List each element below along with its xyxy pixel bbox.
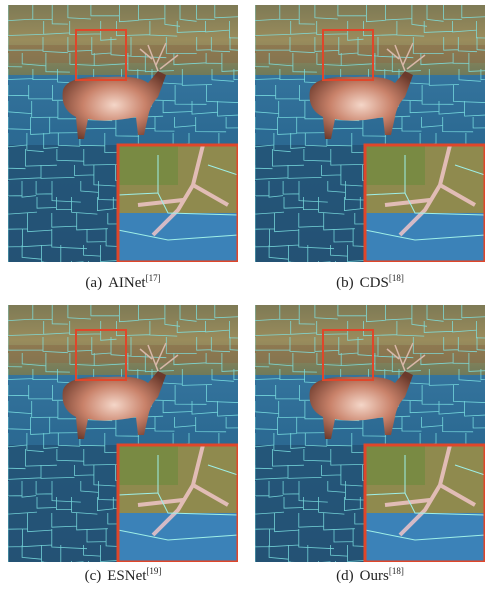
panel-image	[8, 305, 263, 580]
caption-ref: [19]	[146, 566, 161, 576]
caption-name: CDS	[360, 275, 389, 291]
panel-image	[255, 5, 485, 280]
caption: (b) CDS[18]	[336, 273, 404, 291]
caption-name: AINet	[108, 275, 146, 291]
figure: (a)AINet[17](b)CDS[18](c)ESNet[19](d)Our…	[0, 0, 485, 592]
caption: (a) AINet[17]	[85, 273, 160, 291]
caption-ref: [18]	[389, 273, 404, 283]
panel-image	[255, 305, 485, 580]
caption-label: (b)	[336, 275, 354, 291]
caption: (c) ESNet[19]	[85, 566, 162, 584]
caption-ref: [17]	[146, 273, 161, 283]
caption-label: (a)	[85, 275, 102, 291]
caption-name: ESNet	[107, 568, 147, 584]
caption-label: (d)	[336, 568, 354, 584]
caption-label: (c)	[85, 568, 102, 584]
caption-name: Ours	[360, 568, 389, 584]
caption-ref: [18]	[389, 566, 404, 576]
caption: (d) Ours[18]	[336, 566, 404, 584]
panel-image	[8, 5, 263, 280]
